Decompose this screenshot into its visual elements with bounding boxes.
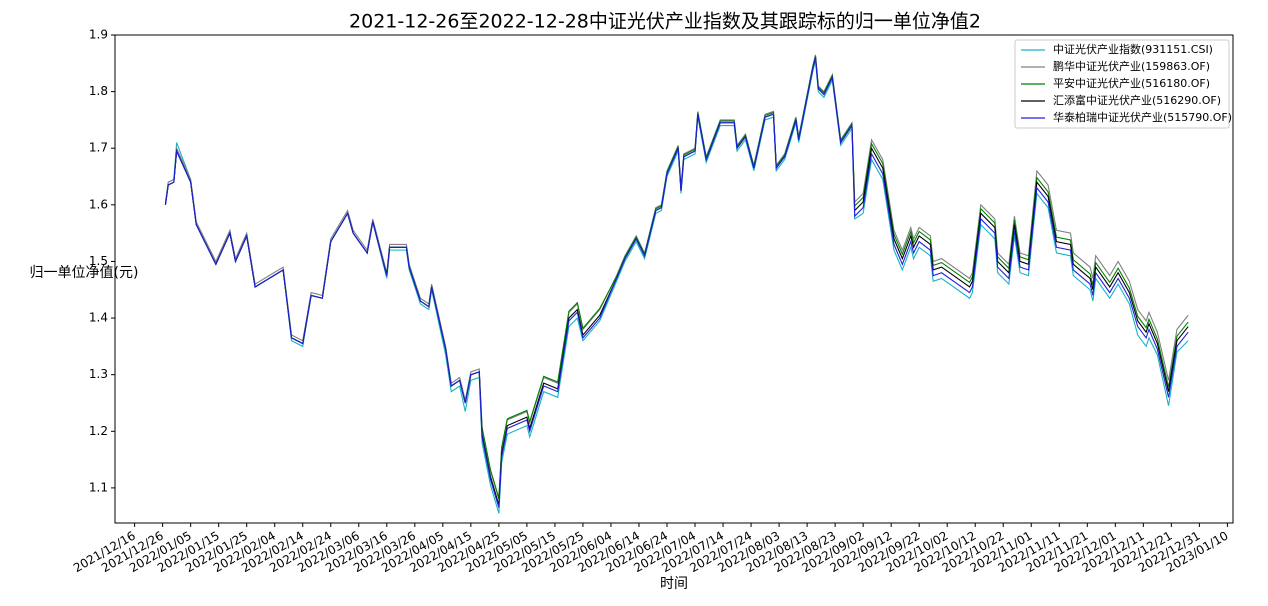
- y-tick-label: 1.3: [89, 367, 108, 381]
- y-tick-label: 1.1: [89, 480, 108, 494]
- legend-text: 鹏华中证光伏产业(159863.OF): [1053, 59, 1210, 73]
- x-axis-label: 时间: [660, 576, 688, 592]
- y-tick-label: 1.5: [89, 254, 108, 268]
- y-tick-label: 1.2: [89, 424, 108, 438]
- legend: 中证光伏产业指数(931151.CSI) 鹏华中证光伏产业(159863.OF) 平…: [1014, 39, 1232, 129]
- y-axis-label: 归一单位净值(元): [30, 264, 139, 281]
- legend-text: 中证光伏产业指数(931151.CSI): [1053, 42, 1213, 56]
- legend-text: 平安中证光伏产业(516180.OF): [1053, 76, 1210, 90]
- y-tick-label: 1.7: [89, 141, 108, 155]
- y-tick-label: 1.9: [89, 28, 108, 42]
- y-tick-label: 1.4: [89, 311, 108, 325]
- series-line: [164, 57, 1189, 508]
- legend-box: [1014, 39, 1230, 129]
- legend-text: 华泰柏瑞中证光伏产业(515790.OF): [1053, 110, 1232, 124]
- y-tick-label: 1.8: [89, 84, 108, 98]
- chart-title: 2021-12-26至2022-12-28中证光伏产业指数及其跟踪标的归一单位净…: [349, 11, 981, 33]
- legend-text: 汇添富中证光伏产业(516290.OF): [1053, 93, 1221, 107]
- y-tick-label: 1.6: [89, 197, 108, 211]
- plot-frame: [114, 34, 1234, 524]
